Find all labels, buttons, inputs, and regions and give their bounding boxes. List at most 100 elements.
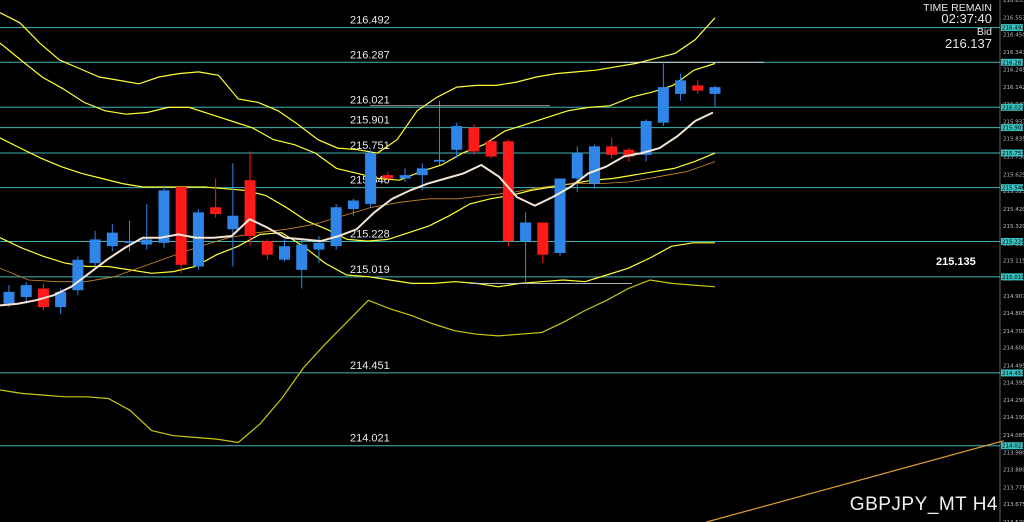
y-tick-label: 215.525 bbox=[1003, 189, 1024, 195]
bull-candle bbox=[124, 241, 136, 243]
y-tick-label: 214.395 bbox=[1003, 380, 1024, 386]
bear-candle bbox=[244, 180, 256, 237]
y-tick-label: 216.245 bbox=[1003, 67, 1024, 73]
y-tick-label: 216.553 bbox=[1003, 15, 1024, 21]
orange-band bbox=[0, 161, 716, 283]
bull-candle bbox=[588, 146, 600, 184]
bull-candle bbox=[433, 159, 445, 162]
level-label: 215.019 bbox=[350, 264, 390, 276]
bull-candle bbox=[55, 291, 67, 308]
y-tick-label: 215.320 bbox=[1003, 224, 1024, 230]
y-tick-label: 214.700 bbox=[1003, 329, 1024, 335]
level-label: 214.451 bbox=[350, 360, 390, 372]
lower-outer-band bbox=[0, 279, 716, 444]
y-tick-label: 213.570 bbox=[1003, 520, 1024, 522]
level-label: 214.021 bbox=[350, 433, 390, 445]
bull-candle bbox=[141, 239, 153, 245]
bear-candle bbox=[485, 141, 497, 157]
level-badge bbox=[1001, 237, 1023, 245]
level-label: 215.901 bbox=[350, 115, 390, 127]
bull-candle bbox=[296, 244, 308, 270]
bull-candle bbox=[365, 153, 377, 204]
bull-candle bbox=[20, 285, 32, 297]
y-tick-label: 216.347 bbox=[1003, 50, 1024, 56]
level-label: 216.021 bbox=[350, 94, 390, 106]
y-tick-label: 216.142 bbox=[1003, 85, 1024, 91]
bear-candle bbox=[606, 146, 618, 155]
bull-candle bbox=[72, 259, 84, 291]
bull-candle bbox=[657, 87, 669, 123]
level-badge bbox=[1001, 149, 1023, 157]
upper-inner-band bbox=[0, 42, 716, 181]
bull-candle bbox=[158, 190, 170, 243]
y-tick-label: 214.600 bbox=[1003, 346, 1024, 352]
bear-candle bbox=[175, 186, 187, 265]
y-tick-label: 213.980 bbox=[1003, 451, 1024, 457]
time-remain-label: TIME REMAIN bbox=[923, 2, 992, 14]
bull-candle bbox=[3, 291, 15, 304]
bull-candle bbox=[399, 175, 411, 179]
y-tick-label: 215.420 bbox=[1003, 207, 1024, 213]
level-badge-text: 215.901 bbox=[1002, 126, 1024, 132]
time-remain-value: 02:37:40 bbox=[941, 11, 992, 26]
y-tick-label: 215.835 bbox=[1003, 137, 1024, 143]
level-badge-text: 216.492 bbox=[1002, 26, 1024, 32]
bull-candle bbox=[554, 178, 566, 253]
bull-candle bbox=[279, 246, 291, 260]
bear-candle bbox=[502, 141, 514, 242]
bull-candle bbox=[330, 207, 342, 247]
level-badge bbox=[1001, 369, 1023, 377]
y-tick-label: 214.907 bbox=[1003, 294, 1024, 300]
bull-candle bbox=[709, 87, 721, 94]
fast-ma-line bbox=[0, 111, 714, 307]
level-badge bbox=[1001, 58, 1023, 66]
bull-candle bbox=[192, 212, 204, 267]
level-badge-text: 215.751 bbox=[1002, 151, 1024, 157]
y-tick-label: 214.290 bbox=[1003, 398, 1024, 404]
level-badge bbox=[1001, 273, 1023, 281]
bear-candle bbox=[210, 207, 222, 215]
level-label: 216.492 bbox=[350, 15, 390, 27]
y-tick-label: 214.495 bbox=[1003, 363, 1024, 369]
level-badge-text: 215.019 bbox=[1002, 275, 1024, 281]
bear-candle bbox=[537, 222, 549, 255]
bull-candle bbox=[416, 168, 428, 176]
symbol-title: GBPJPY_MT H4 bbox=[849, 494, 998, 515]
level-badge-text: 214.451 bbox=[1002, 371, 1024, 377]
level-label: 215.751 bbox=[350, 140, 390, 152]
lower-inner-band bbox=[0, 232, 715, 288]
bull-candle bbox=[106, 232, 118, 247]
y-tick-label: 215.937 bbox=[1003, 119, 1024, 125]
y-tick-label: 213.675 bbox=[1003, 502, 1024, 508]
bull-candle bbox=[89, 239, 101, 264]
bull-candle bbox=[520, 222, 532, 242]
level-badge-text: 216.287 bbox=[1002, 60, 1024, 66]
y-tick-label: 214.190 bbox=[1003, 415, 1024, 421]
bull-candle bbox=[313, 242, 325, 250]
y-tick-label: 215.730 bbox=[1003, 155, 1024, 161]
bear-candle bbox=[468, 127, 480, 152]
y-tick-label: 216.450 bbox=[1003, 33, 1024, 39]
bid-label: Bid bbox=[976, 26, 992, 38]
y-tick-label: 213.775 bbox=[1003, 485, 1024, 491]
bid-value: 216.137 bbox=[945, 36, 992, 51]
level-badge bbox=[1001, 103, 1023, 111]
bull-candle bbox=[571, 153, 583, 179]
level-badge-text: 215.228 bbox=[1002, 239, 1024, 245]
y-tick-label: 216.655 bbox=[1003, 0, 1024, 4]
bull-candle bbox=[227, 215, 239, 230]
y-tick-label: 215.625 bbox=[1003, 172, 1024, 178]
level-badge-text: 214.021 bbox=[1002, 444, 1024, 450]
bull-candle bbox=[640, 120, 652, 155]
bull-candle bbox=[451, 126, 463, 150]
upper-outer-band bbox=[0, 12, 716, 154]
bear-candle bbox=[623, 149, 635, 157]
level-label: 216.287 bbox=[350, 49, 390, 61]
level-badge bbox=[1001, 24, 1023, 32]
level-badge-text: 215.546 bbox=[1002, 186, 1024, 192]
level-badge-text: 216.021 bbox=[1002, 105, 1024, 111]
y-tick-label: 213.880 bbox=[1003, 468, 1024, 474]
bull-candle bbox=[347, 200, 359, 209]
